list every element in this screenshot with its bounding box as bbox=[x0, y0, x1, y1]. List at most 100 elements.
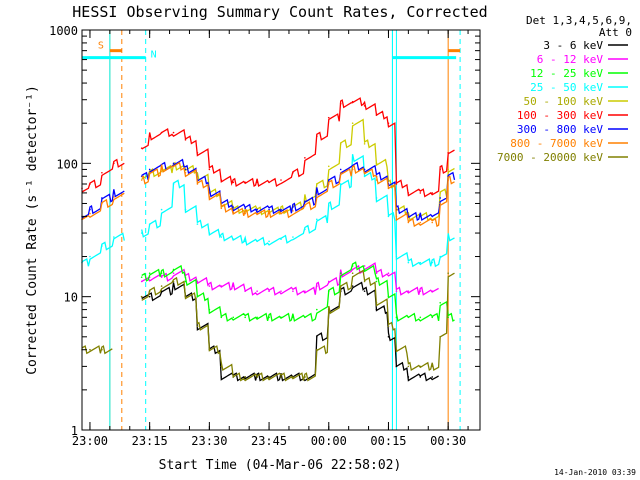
y-tick-label: 10 bbox=[64, 291, 78, 305]
data-point bbox=[220, 207, 223, 210]
legend-label: 800 - 7000 keV bbox=[510, 137, 603, 150]
data-point bbox=[419, 316, 422, 319]
axes: 23:00 23:15 23:30 23:45 00:00 00:15 00:30 1 10 10… bbox=[49, 24, 480, 448]
data-point bbox=[140, 295, 143, 298]
annotation-label: N bbox=[151, 50, 157, 61]
data-point bbox=[363, 265, 366, 267]
legend-label: 300 - 800 keV bbox=[517, 123, 603, 136]
data-point bbox=[160, 285, 163, 287]
data-point bbox=[339, 171, 342, 174]
series-line bbox=[141, 161, 455, 228]
x-tick-label: 00:15 bbox=[370, 434, 406, 448]
data-point bbox=[244, 316, 246, 319]
series-12-25-kev bbox=[140, 261, 455, 322]
data-point bbox=[419, 376, 422, 378]
data-point bbox=[172, 131, 175, 134]
data-point bbox=[256, 290, 258, 292]
series-line bbox=[141, 262, 439, 296]
series-line bbox=[141, 261, 455, 322]
data-point bbox=[268, 290, 270, 292]
data-point bbox=[439, 202, 442, 205]
data-point bbox=[447, 168, 449, 171]
series-line bbox=[81, 158, 125, 193]
annotations: SN bbox=[82, 41, 461, 61]
data-point bbox=[208, 285, 211, 287]
data-point bbox=[316, 218, 318, 221]
data-point bbox=[407, 261, 410, 264]
series-800-7000-kev bbox=[81, 161, 455, 228]
x-tick-label: 23:15 bbox=[132, 434, 168, 448]
legend-label: 12 - 25 keV bbox=[530, 67, 603, 80]
data-point bbox=[244, 376, 246, 378]
legend-detector-info: Att 0 bbox=[599, 26, 632, 39]
data-point bbox=[351, 272, 354, 274]
series-7000-20000-kev bbox=[81, 269, 455, 382]
data-point bbox=[419, 192, 422, 194]
data-point bbox=[327, 165, 330, 168]
data-point bbox=[256, 208, 258, 211]
y-tick-label: 100 bbox=[56, 157, 78, 171]
data-point bbox=[351, 122, 354, 124]
data-point bbox=[447, 316, 449, 319]
data-point bbox=[407, 365, 410, 368]
data-point bbox=[140, 276, 143, 278]
data-point bbox=[419, 221, 422, 224]
data-point bbox=[292, 290, 294, 292]
data-point bbox=[387, 272, 390, 274]
data-point bbox=[148, 168, 151, 171]
data-point bbox=[89, 212, 91, 215]
x-tick-label: 23:45 bbox=[251, 434, 287, 448]
data-point bbox=[148, 272, 151, 274]
data-point bbox=[447, 272, 449, 274]
x-tick-label: 00:00 bbox=[311, 434, 347, 448]
x-tick-label: 23:00 bbox=[72, 434, 108, 448]
y-tick-label: 1 bbox=[71, 424, 78, 438]
series-line bbox=[81, 232, 125, 267]
series-line bbox=[141, 154, 455, 268]
legend-label: 7000 - 20000 keV bbox=[497, 151, 603, 164]
data-point bbox=[375, 280, 378, 283]
data-point bbox=[316, 308, 318, 311]
series-line bbox=[81, 345, 113, 355]
data-point bbox=[196, 223, 199, 225]
data-point bbox=[387, 325, 390, 328]
data-point bbox=[184, 168, 187, 171]
data-point bbox=[101, 171, 103, 174]
data-point bbox=[316, 194, 318, 196]
series-line bbox=[141, 97, 455, 198]
series-line bbox=[141, 269, 455, 382]
data-point bbox=[395, 290, 398, 292]
data-point bbox=[113, 236, 115, 238]
data-point bbox=[280, 290, 282, 292]
data-point bbox=[160, 208, 163, 211]
x-axis-label: Start Time (04-Mar-06 22:58:02) bbox=[159, 458, 402, 473]
data-point bbox=[339, 272, 342, 274]
series-line bbox=[81, 189, 125, 219]
data-point bbox=[431, 376, 434, 378]
data-point bbox=[304, 157, 306, 159]
footer-date: 14-Jan-2010 03:39 bbox=[554, 468, 636, 477]
data-point bbox=[172, 162, 175, 165]
data-point bbox=[363, 143, 366, 145]
annotation-label: S bbox=[98, 41, 104, 52]
data-point bbox=[280, 376, 282, 378]
legend-label: 25 - 50 keV bbox=[530, 81, 603, 94]
legend-detector-info: Det 1,3,4,5,6,9, bbox=[526, 14, 632, 27]
data-point bbox=[232, 316, 235, 319]
data-point bbox=[113, 196, 115, 198]
legend-label: 50 - 100 keV bbox=[524, 95, 604, 108]
data-point bbox=[363, 290, 366, 292]
data-point bbox=[220, 236, 223, 238]
data-point bbox=[292, 210, 294, 212]
data-point bbox=[292, 236, 294, 238]
data-point bbox=[439, 197, 442, 199]
data-point bbox=[196, 325, 199, 328]
data-point bbox=[439, 301, 442, 304]
data-point bbox=[140, 179, 143, 181]
x-tick-label: 00:30 bbox=[430, 434, 466, 448]
data-series bbox=[81, 97, 456, 382]
data-point bbox=[327, 116, 330, 119]
data-point bbox=[431, 221, 434, 224]
